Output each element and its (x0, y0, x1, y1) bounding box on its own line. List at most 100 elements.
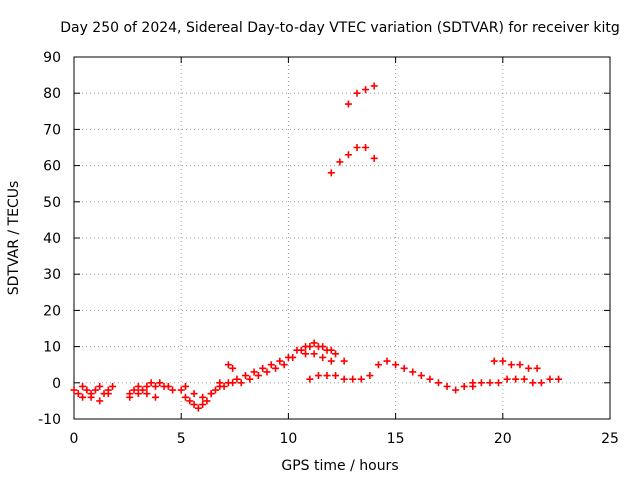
data-point (314, 372, 322, 380)
data-point (254, 372, 262, 380)
data-point (383, 357, 391, 365)
data-point (79, 393, 87, 401)
chart-title: Day 250 of 2024, Sidereal Day-to-day VTE… (60, 20, 620, 36)
y-axis-label: SDTVAR / TECUs (6, 181, 22, 296)
data-point (164, 382, 172, 390)
data-point (525, 364, 533, 372)
series-arc6 (177, 382, 224, 412)
data-point (181, 393, 189, 401)
data-point (426, 375, 434, 383)
x-tick-label: 0 (70, 431, 79, 447)
y-tick-label: 60 (43, 159, 61, 175)
y-tick-label: 40 (43, 231, 61, 247)
data-point (212, 386, 220, 394)
data-point (96, 397, 104, 405)
data-point (374, 361, 382, 369)
series-arc12 (302, 350, 335, 365)
series-arc13 (306, 372, 374, 383)
data-point (87, 393, 95, 401)
data-point (512, 375, 520, 383)
y-tick-label: 20 (43, 303, 61, 319)
data-point (332, 372, 340, 380)
series-arc5 (164, 382, 177, 394)
data-point (186, 397, 194, 405)
data-point (349, 375, 357, 383)
data-point (323, 372, 331, 380)
data-point (207, 390, 215, 398)
x-tick-label: 10 (279, 431, 297, 447)
data-point (224, 361, 232, 369)
data-point (533, 364, 541, 372)
data-point (327, 346, 335, 354)
data-point (353, 89, 361, 97)
data-point (130, 386, 138, 394)
data-point (104, 390, 112, 398)
data-point (362, 86, 370, 94)
data-point (250, 368, 258, 376)
series-arc9 (224, 361, 237, 372)
y-tick-label: 10 (43, 340, 61, 356)
x-tick-label: 5 (177, 431, 186, 447)
data-point (499, 357, 507, 365)
data-point (199, 401, 207, 409)
data-point (370, 154, 378, 162)
data-point (344, 151, 352, 159)
series-arc11 (242, 339, 335, 380)
x-axis-label: GPS time / hours (281, 458, 398, 474)
y-tick-label: 80 (43, 86, 61, 102)
data-point (293, 346, 301, 354)
data-point (546, 375, 554, 383)
series-arc2 (79, 390, 112, 405)
data-point (242, 372, 250, 380)
data-point (83, 386, 91, 394)
data-point (434, 379, 442, 387)
data-point (237, 379, 245, 387)
data-point (443, 382, 451, 390)
data-point (370, 82, 378, 90)
data-point (216, 379, 224, 387)
data-point (486, 379, 494, 387)
data-point (310, 339, 318, 347)
y-tick-label: 70 (43, 122, 61, 138)
data-point (74, 390, 82, 398)
data-point (460, 382, 468, 390)
data-point (139, 386, 147, 394)
data-point (327, 357, 335, 365)
data-point (190, 390, 198, 398)
data-point (143, 390, 151, 398)
data-point (302, 343, 310, 351)
axis-ticks: 0 5 10 15 20 25 -10 0 10 20 30 40 50 60 70 80 90 (38, 50, 619, 447)
data-point (400, 364, 408, 372)
data-point (177, 386, 185, 394)
data-point (495, 379, 503, 387)
data-point (344, 100, 352, 108)
data-point (362, 144, 370, 151)
data-point (357, 375, 365, 383)
data-point (181, 382, 189, 390)
series-arc8 (220, 375, 241, 390)
data-point (79, 382, 87, 390)
data-point (302, 350, 310, 358)
series-arc1 (70, 382, 117, 398)
grid-lines (74, 57, 610, 419)
data-point (267, 361, 275, 369)
data-point (520, 375, 528, 383)
data-point (134, 382, 142, 390)
series-arc17 (469, 375, 563, 387)
data-point (143, 382, 151, 390)
data-point (272, 364, 280, 372)
data-point (306, 375, 314, 383)
data-point (203, 397, 211, 405)
data-point (319, 343, 327, 351)
x-tick-label: 20 (494, 431, 512, 447)
data-point (91, 386, 99, 394)
data-point (477, 379, 485, 387)
data-point (151, 382, 159, 390)
data-point (96, 382, 104, 390)
data-point (246, 375, 254, 383)
data-point (340, 357, 348, 365)
data-point (233, 375, 241, 383)
data-point (366, 372, 374, 380)
series-arc15 (344, 82, 378, 108)
